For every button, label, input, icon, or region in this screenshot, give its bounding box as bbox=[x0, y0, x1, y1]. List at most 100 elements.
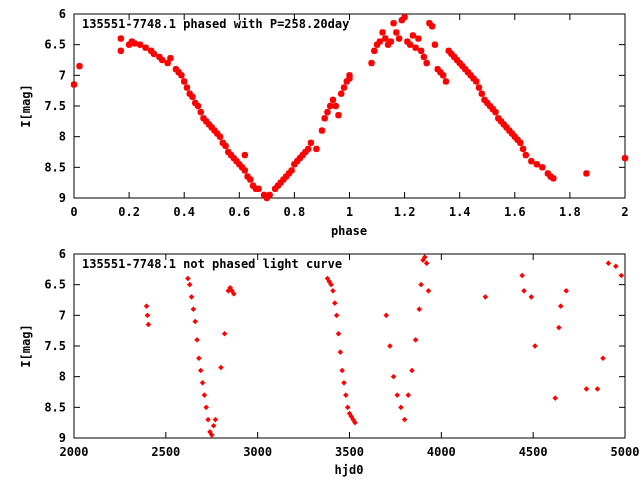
data-point bbox=[426, 20, 433, 27]
x-tick-label: 2 bbox=[621, 205, 628, 219]
y-tick-label: 8.5 bbox=[44, 160, 66, 174]
data-point bbox=[462, 66, 469, 73]
data-point bbox=[450, 53, 458, 61]
data-point bbox=[371, 47, 378, 54]
x-tick-label: 1.2 bbox=[394, 205, 416, 219]
data-point bbox=[594, 386, 601, 392]
data-point bbox=[266, 191, 273, 199]
data-point bbox=[422, 254, 428, 260]
data-point bbox=[343, 78, 350, 85]
x-tick-label: 2500 bbox=[151, 445, 180, 459]
data-point bbox=[497, 118, 505, 125]
data-point bbox=[167, 54, 174, 62]
data-point bbox=[398, 16, 406, 24]
data-point bbox=[280, 176, 287, 183]
data-point bbox=[117, 35, 125, 42]
data-point bbox=[194, 337, 200, 343]
data-point bbox=[241, 151, 249, 159]
data-point bbox=[417, 47, 425, 54]
data-point bbox=[521, 288, 527, 294]
data-point bbox=[470, 75, 477, 82]
data-point bbox=[442, 78, 450, 85]
data-point bbox=[448, 50, 455, 58]
data-point bbox=[203, 118, 210, 125]
data-point bbox=[147, 47, 155, 54]
x-ticks: 0 0.2 0.4 0.6 0.8 1 1.2 1.4 1.6 1.8 2 bbox=[70, 14, 629, 219]
data-point bbox=[481, 96, 488, 104]
data-points bbox=[143, 254, 625, 438]
data-point bbox=[539, 164, 546, 171]
data-point bbox=[214, 130, 221, 137]
data-point bbox=[459, 62, 466, 70]
data-point bbox=[395, 35, 403, 42]
x-tick-label: 1.4 bbox=[449, 205, 471, 219]
data-point bbox=[563, 288, 569, 294]
data-point bbox=[185, 275, 191, 282]
x-tick-label: 0 bbox=[70, 205, 77, 219]
data-point bbox=[328, 281, 334, 288]
data-point bbox=[76, 62, 83, 70]
data-point bbox=[321, 115, 328, 122]
data-point bbox=[418, 281, 424, 288]
data-point bbox=[583, 170, 590, 177]
data-point bbox=[225, 148, 232, 156]
data-point bbox=[344, 404, 351, 411]
data-point bbox=[136, 41, 144, 48]
data-point bbox=[383, 312, 389, 319]
x-tick-label: 2000 bbox=[60, 445, 89, 459]
data-point bbox=[368, 59, 375, 67]
data-point bbox=[412, 337, 419, 343]
data-point bbox=[186, 281, 193, 288]
chart-title: 135551-7748.1 not phased light curve bbox=[82, 257, 342, 271]
y-tick-label: 6 bbox=[59, 7, 66, 21]
data-point bbox=[221, 330, 228, 337]
data-point bbox=[324, 108, 331, 116]
data-point bbox=[437, 69, 444, 76]
data-point bbox=[142, 44, 149, 51]
data-point bbox=[304, 145, 312, 153]
x-ticks: 2000 2500 3000 3500 4000 4500 5000 bbox=[60, 254, 640, 459]
data-point bbox=[313, 145, 320, 153]
data-point bbox=[528, 158, 535, 165]
data-point bbox=[285, 170, 293, 177]
data-point bbox=[189, 93, 196, 100]
data-point bbox=[117, 47, 125, 54]
data-point bbox=[401, 13, 408, 21]
data-point bbox=[241, 167, 249, 174]
data-point bbox=[197, 108, 204, 116]
data-point bbox=[346, 72, 353, 79]
data-point bbox=[192, 318, 198, 325]
y-axis-label: I[mag] bbox=[19, 324, 33, 367]
data-point bbox=[583, 386, 590, 392]
data-point bbox=[196, 355, 202, 362]
x-tick-label: 5000 bbox=[611, 445, 640, 459]
data-point bbox=[423, 260, 430, 266]
data-point bbox=[478, 90, 485, 97]
data-point bbox=[293, 158, 301, 165]
data-point bbox=[339, 367, 345, 374]
x-tick-label: 1 bbox=[346, 205, 353, 219]
y-tick-label: 7 bbox=[59, 68, 66, 82]
data-point bbox=[260, 191, 268, 199]
data-point bbox=[199, 380, 206, 386]
data-point bbox=[486, 102, 494, 110]
phased-light-curve-panel: 0 0.2 0.4 0.6 0.8 1 1.2 1.4 1.6 1.8 2 6 6.5 7 7.5 8 8.5… bbox=[19, 7, 629, 238]
data-points bbox=[70, 13, 629, 202]
data-point bbox=[210, 422, 217, 429]
data-point bbox=[511, 133, 518, 140]
data-point bbox=[484, 99, 491, 107]
x-tick-label: 0.8 bbox=[284, 205, 306, 219]
data-point bbox=[277, 179, 284, 186]
data-point bbox=[307, 139, 315, 146]
data-point bbox=[188, 294, 195, 300]
data-point bbox=[212, 416, 219, 423]
data-point bbox=[249, 182, 257, 189]
data-point bbox=[172, 66, 180, 73]
data-point bbox=[532, 343, 538, 349]
data-point bbox=[544, 170, 552, 177]
data-point bbox=[387, 38, 395, 45]
data-point bbox=[600, 355, 606, 362]
data-point bbox=[192, 99, 199, 107]
data-point bbox=[495, 115, 502, 122]
data-point bbox=[613, 263, 619, 270]
